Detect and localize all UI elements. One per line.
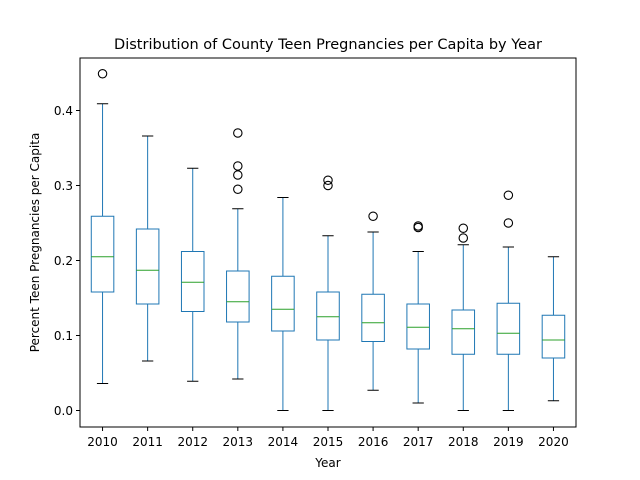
box-iqr: [541, 314, 566, 359]
y-tick-label: 0.1: [54, 329, 73, 343]
box-iqr: [361, 293, 385, 342]
outlier-point: [233, 128, 243, 138]
box-iqr: [135, 228, 160, 305]
x-tick-label: 2017: [403, 435, 434, 449]
x-tick-label: 2013: [223, 435, 254, 449]
outlier-point: [323, 175, 333, 186]
y-tick-label: 0.0: [54, 404, 73, 418]
x-tick-label: 2012: [177, 435, 208, 449]
x-tick-label: 2015: [313, 435, 344, 449]
outlier-point: [233, 184, 243, 195]
box-iqr: [316, 291, 340, 341]
box-iqr: [451, 309, 476, 355]
plot-area: 0.0 0.1 0.2 0.3 0.4 2010 2011 2012 2013 2014 2015 2…: [54, 69, 569, 449]
box-iqr: [226, 270, 250, 323]
box-iqr: [90, 215, 115, 293]
outlier-point: [458, 223, 469, 234]
x-tick-label: 2016: [358, 435, 389, 449]
box-iqr: [406, 303, 430, 350]
y-axis-label: Percent Teen Pregnancies per Capita: [28, 133, 42, 353]
chart-title: Distribution of County Teen Pregnancies …: [114, 37, 542, 53]
outlier-point: [503, 190, 514, 201]
x-tick-label: 2018: [448, 435, 479, 449]
outlier-point: [503, 218, 514, 228]
y-tick-label: 0.4: [54, 104, 73, 118]
outlier-point: [323, 180, 333, 191]
outlier-point: [233, 170, 243, 180]
y-tick-label: 0.3: [54, 179, 73, 193]
outlier-point: [233, 161, 243, 171]
box-iqr: [496, 302, 521, 355]
outlier-point: [368, 211, 378, 222]
x-tick-label: 2020: [538, 435, 569, 449]
y-tick-label: 0.2: [54, 254, 73, 268]
plot-frame: [79, 57, 577, 428]
x-tick-label: 2019: [493, 435, 524, 449]
outlier-point: [458, 233, 469, 243]
x-tick-label: 2011: [132, 435, 163, 449]
box-iqr: [271, 275, 295, 332]
x-tick-label: 2014: [268, 435, 299, 449]
outlier-point: [97, 69, 108, 79]
x-tick-label: 2010: [87, 435, 118, 449]
outlier-point: [413, 221, 423, 231]
box-iqr: [180, 251, 205, 312]
x-axis-label: Year: [314, 456, 340, 470]
